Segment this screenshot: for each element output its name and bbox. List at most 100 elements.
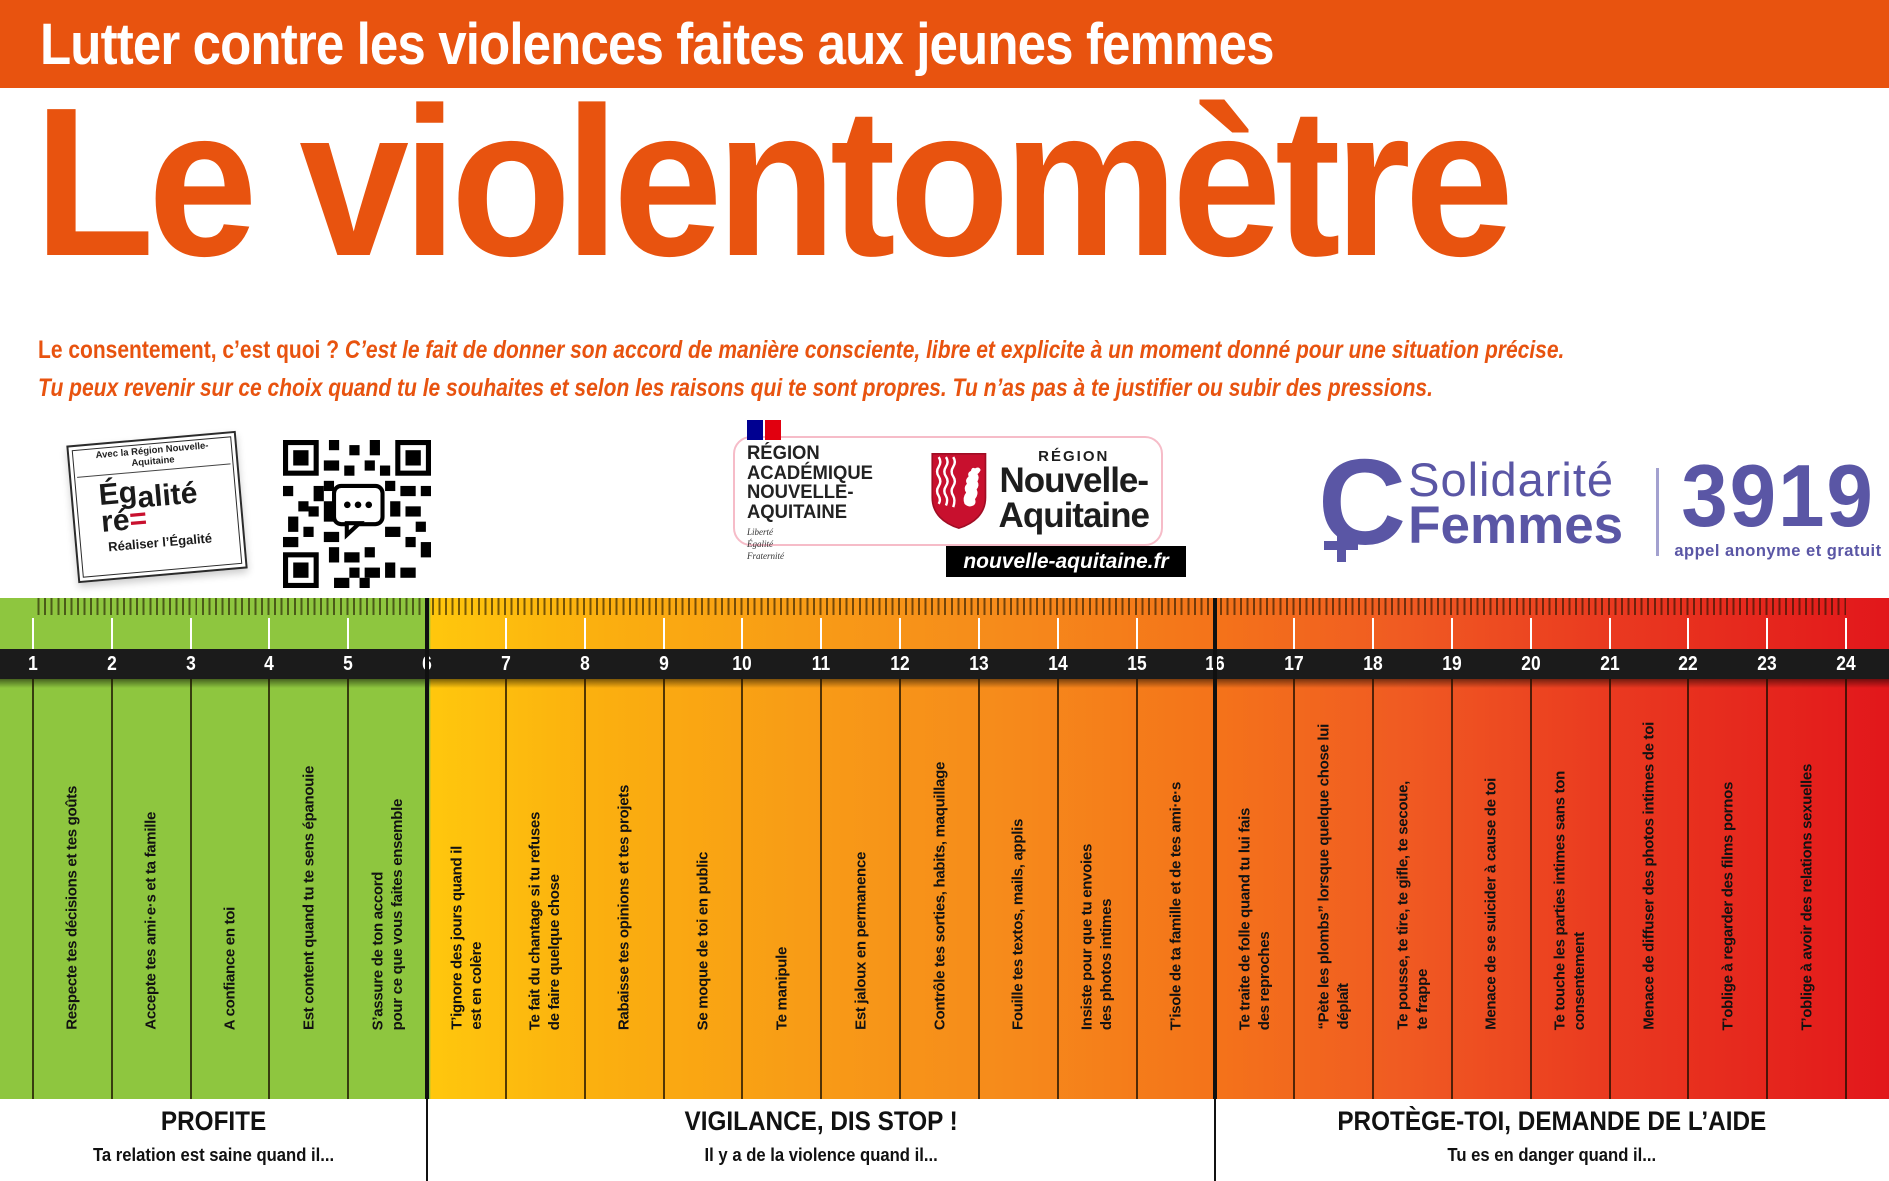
column-separator: [110, 679, 113, 1099]
scale-number: 23: [1757, 652, 1777, 675]
scale-number: 5: [343, 652, 354, 675]
motto: Liberté Égalité Fraternité: [747, 527, 784, 561]
egalite-logo: Égalité ré=: [97, 475, 199, 539]
column-separator: [1293, 679, 1296, 1099]
scale-separator: [1056, 618, 1059, 649]
section-2: VIGILANCE, DIS STOP ! Il y a de la violen…: [427, 1099, 1215, 1181]
column-separator: [1687, 679, 1690, 1099]
scale-column: T’oblige à regarder des films pornos: [1688, 679, 1767, 1099]
scale-item-label: Te pousse, te tire, te gifle, te secoue,…: [1394, 781, 1431, 1030]
region-wordmark: RÉGION Nouvelle- Aquitaine: [998, 448, 1150, 535]
scale-number: 21: [1599, 652, 1620, 675]
scale-item-label: S’assure de ton accord pour ce que vous …: [369, 798, 406, 1030]
scale-separator: [1135, 618, 1138, 649]
scale-separator: [662, 618, 665, 649]
scale-separator: [504, 618, 507, 649]
scale-separator: [899, 618, 902, 649]
consent-intro: Le consentement, c’est quoi ? C’est le f…: [38, 332, 1564, 407]
scale-number: 10: [732, 652, 753, 675]
scale-item-label: Est jaloux en permanence: [851, 852, 869, 1030]
section-subtitle: Ta relation est saine quand il...: [92, 1144, 335, 1165]
scale-separator: [268, 618, 271, 649]
scale-column: Accepte tes ami·e·s et ta famille: [112, 679, 191, 1099]
section-boundary: [425, 598, 430, 1099]
scale-item-label: T’ignore des jours quand il est en colèr…: [448, 846, 485, 1030]
column-separator: [1608, 679, 1611, 1099]
scale-separator: [1450, 618, 1453, 649]
scale-item-label: T’isole de ta famille et de tes ami·e·s: [1167, 781, 1185, 1030]
scale-column: Te traite de folle quand tu lui fais des…: [1215, 679, 1294, 1099]
scale-item-label: Rabaisse tes opinions et tes projets: [615, 784, 633, 1030]
scale-column: Te pousse, te tire, te gifle, te secoue,…: [1373, 679, 1452, 1099]
ruler-band: [0, 598, 1889, 649]
scale-item-label: Se moque de toi en public: [694, 851, 712, 1030]
section-label: PROTÈGE-TOI, DEMANDE DE L’AIDE: [1337, 1106, 1767, 1136]
scale-number: 20: [1521, 652, 1541, 675]
scale-column: Fouille tes textos, mails, applis: [979, 679, 1058, 1099]
solidarite-word: Solidarité: [1408, 453, 1615, 506]
scale-item-label: Fouille tes textos, mails, applis: [1009, 819, 1027, 1030]
column-separator: [662, 679, 665, 1099]
page-title: Le violentomètre: [34, 63, 1514, 300]
scale-item-label: Te touche les parties intimes sans ton c…: [1551, 770, 1589, 1030]
region-academique-block: RÉGION ACADÉMIQUE NOUVELLE-AQUITAINE Lib…: [747, 419, 919, 563]
scale-item-label: “Pète les plombs” lorsque quelque chose …: [1315, 724, 1352, 1030]
hotline-3919: 3919 appel anonyme et gratuit: [1674, 452, 1882, 561]
scale-separator: [1766, 618, 1769, 649]
nouvelle-aquitaine-shield-icon: [931, 453, 987, 529]
scale-column: Menace de se suicider à cause de toi: [1452, 679, 1531, 1099]
scale-separator: [110, 618, 113, 649]
footer-divider: [1214, 1099, 1217, 1181]
column-separator: [347, 679, 350, 1099]
footer-sections: PROFITE Ta relation est saine quand il...…: [0, 1099, 1889, 1181]
scale-number: 18: [1363, 652, 1383, 675]
section-subtitle: Il y a de la violence quand il...: [704, 1144, 938, 1165]
column-separator: [899, 679, 902, 1099]
scale-separator: [1608, 618, 1611, 649]
femmes-word: Femmes: [1408, 496, 1624, 555]
scale-column: Est jaloux en permanence: [821, 679, 900, 1099]
scale-column: Se moque de toi en public: [664, 679, 743, 1099]
scale-column: T’isole de ta famille et de tes ami·e·s: [1137, 679, 1216, 1099]
minor-ticks: [33, 598, 1847, 615]
scale-item-label: Te fait du chantage si tu refuses de fai…: [526, 811, 564, 1030]
region-card: RÉGION ACADÉMIQUE NOUVELLE-AQUITAINE Lib…: [733, 419, 1163, 561]
column-separator: [977, 679, 980, 1099]
scale-number: 14: [1048, 652, 1068, 675]
scale-number: 7: [501, 652, 511, 675]
scale-column: Te manipule: [742, 679, 821, 1099]
column-separator: [268, 679, 271, 1099]
scale-column: T’ignore des jours quand il est en colèr…: [427, 679, 506, 1099]
hotline-number: 3919: [1681, 446, 1875, 545]
scale-item-label: Te manipule: [773, 946, 791, 1030]
column-separator: [504, 679, 507, 1099]
scale-item-label: Respecte tes décisions et tes goûts: [63, 786, 81, 1030]
intro-line-1: Le consentement, c’est quoi ? C’est le f…: [38, 332, 1564, 370]
scale-number: 24: [1836, 652, 1856, 675]
scale-separator: [1687, 618, 1690, 649]
scale-separator: [347, 618, 350, 649]
column-separator: [741, 679, 744, 1099]
scale-column: Menace de diffuser des photos intimes de…: [1610, 679, 1689, 1099]
scale-column: T’oblige à avoir des relations sexuelles: [1767, 679, 1846, 1099]
scale-number: 22: [1678, 652, 1699, 675]
section-label: PROFITE: [160, 1106, 267, 1136]
scale-number: 13: [969, 652, 989, 675]
top-banner: Lutter contre les violences faites aux j…: [0, 0, 1889, 88]
column-separator: [1529, 679, 1532, 1099]
scale-column: Insiste pour que tu envoies des photos i…: [1058, 679, 1137, 1099]
scale-separator: [189, 618, 192, 649]
female-symbol-icon: C: [1318, 434, 1407, 570]
scale-separator: [32, 618, 34, 649]
egalite-badge: Avec la Région Nouvelle-Aquitaine Égalit…: [66, 430, 248, 584]
scale-number: 8: [579, 652, 590, 675]
column-separator: [583, 679, 586, 1099]
region-url: nouvelle-aquitaine.fr: [946, 546, 1186, 577]
solidarite-femmes-logo: C Solidarité Femmes: [1318, 434, 1624, 570]
scale-column: “Pète les plombs” lorsque quelque chose …: [1294, 679, 1373, 1099]
scale-number: 17: [1284, 652, 1304, 675]
scale-number-band: 123456789101112131415161718192021222324: [0, 649, 1889, 679]
intro-question: Le consentement, c’est quoi ?: [38, 336, 340, 364]
scale-column: Respecte tes décisions et tes goûts: [33, 679, 112, 1099]
column-separator: [1450, 679, 1453, 1099]
